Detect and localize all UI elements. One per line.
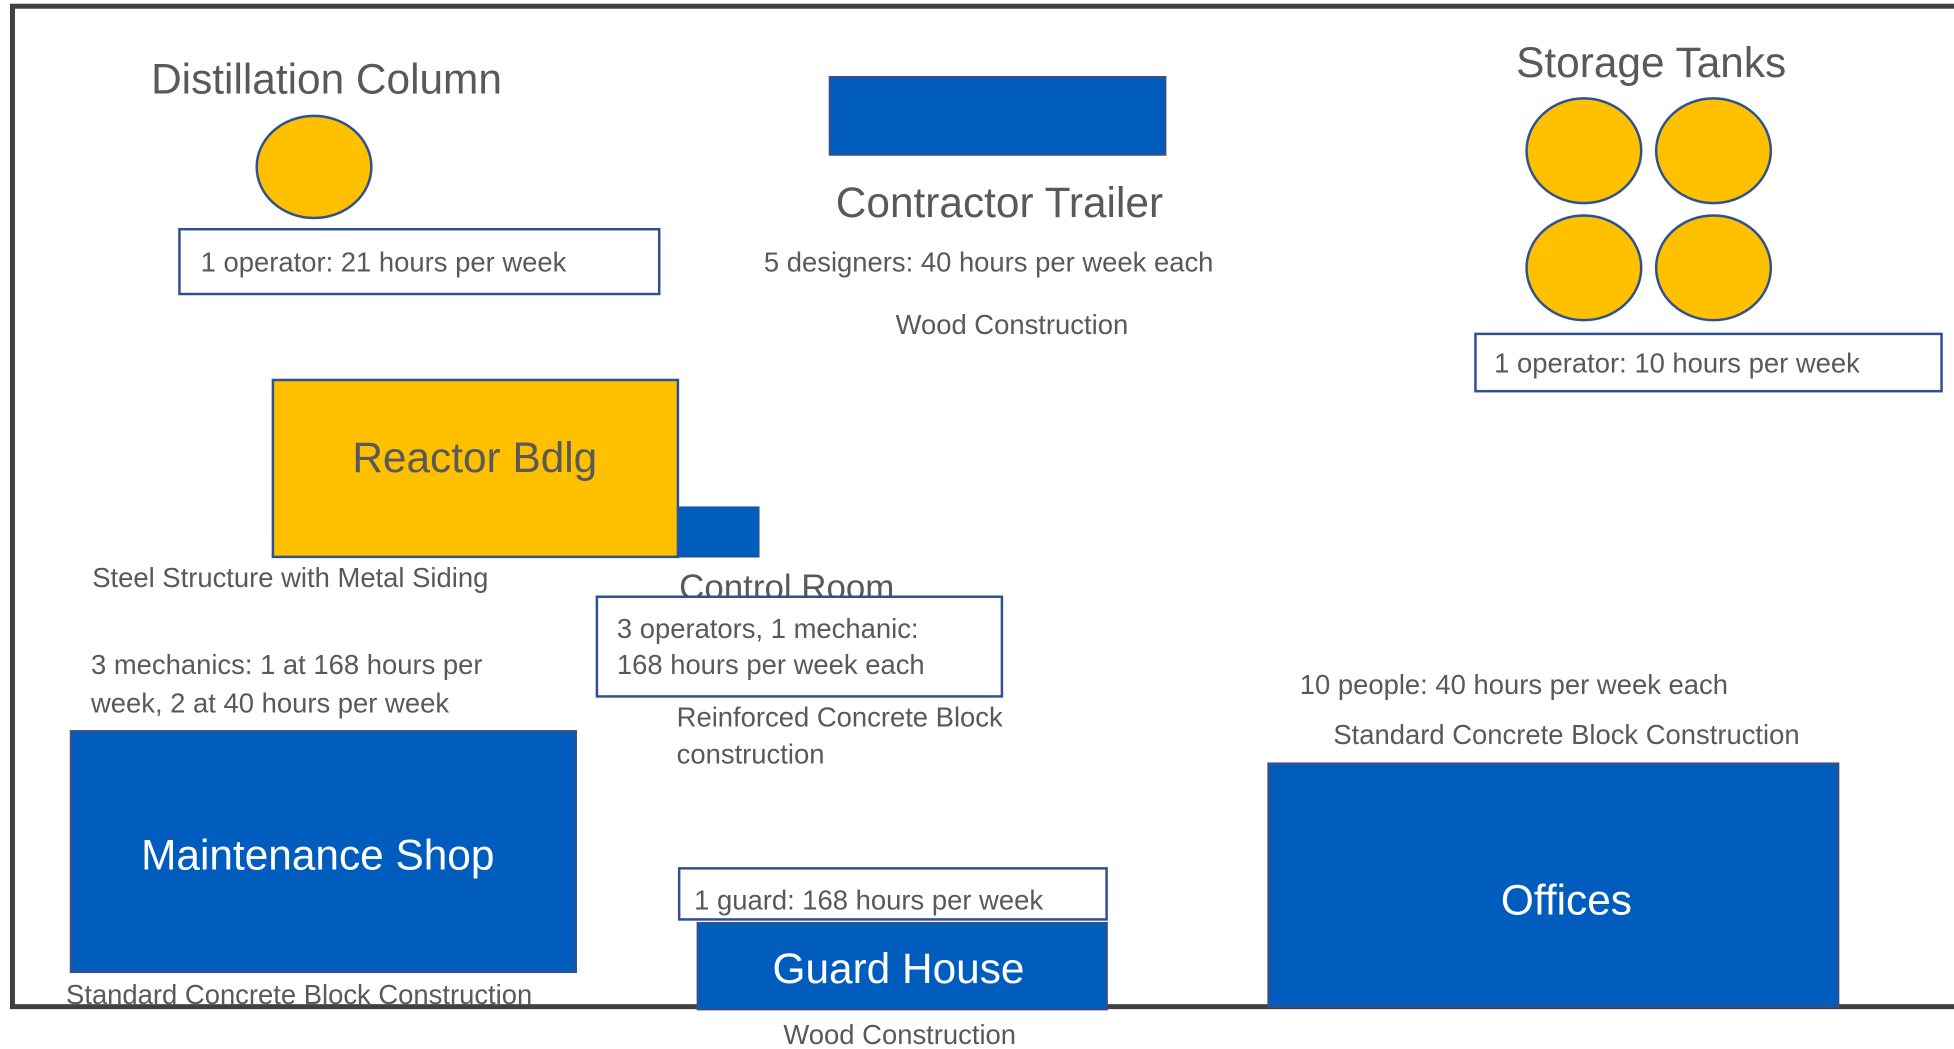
node-label: Guard House <box>772 945 1024 992</box>
construction: Steel Structure with Metal Siding <box>92 562 488 593</box>
staffing-box <box>595 595 1004 698</box>
staffing: week, 2 at 40 hours per week <box>90 688 449 719</box>
staffing-box <box>178 227 661 296</box>
tank-icon <box>1525 214 1643 322</box>
construction: Standard Concrete Block Construction <box>66 979 532 1010</box>
node-label: Reactor Bdlg <box>352 434 597 481</box>
construction: Wood Construction <box>783 1019 1016 1049</box>
trailer-shape <box>828 75 1167 156</box>
column-icon <box>255 114 373 220</box>
staffing-box <box>1474 332 1943 393</box>
staffing: 5 designers: 40 hours per week each <box>764 247 1213 278</box>
staffing: 3 operators, 1 mechanic: <box>617 613 919 644</box>
staffing: 168 hours per week each <box>617 649 925 680</box>
staffing-box <box>677 867 1108 921</box>
staffing: 1 operator: 10 hours per week <box>1494 348 1860 379</box>
construction: Wood Construction <box>896 309 1129 340</box>
staffing: 1 operator: 21 hours per week <box>201 247 567 278</box>
node-label: Contractor Trailer <box>836 179 1163 226</box>
control-room-shape <box>677 506 760 558</box>
staffing: 3 mechanics: 1 at 168 hours per <box>91 649 483 680</box>
node-label: Storage Tanks <box>1516 39 1786 86</box>
construction: construction <box>677 739 825 770</box>
node-label: Maintenance Shop <box>141 832 494 879</box>
tank-icon <box>1525 97 1643 205</box>
construction: Standard Concrete Block Construction <box>1333 719 1799 750</box>
shop-shape <box>69 730 577 974</box>
tank-icon <box>1654 214 1773 322</box>
staffing: 1 guard: 168 hours per week <box>694 884 1043 915</box>
staffing: 10 people: 40 hours per week each <box>1300 669 1728 700</box>
reactor-shape <box>271 378 680 559</box>
construction: Reinforced Concrete Block <box>677 701 1003 732</box>
node-label: Offices <box>1501 876 1632 923</box>
tank-icon <box>1654 97 1773 205</box>
guard-house-shape <box>696 921 1108 1011</box>
offices-shape <box>1267 762 1840 1008</box>
node-label: Distillation Column <box>151 55 502 102</box>
